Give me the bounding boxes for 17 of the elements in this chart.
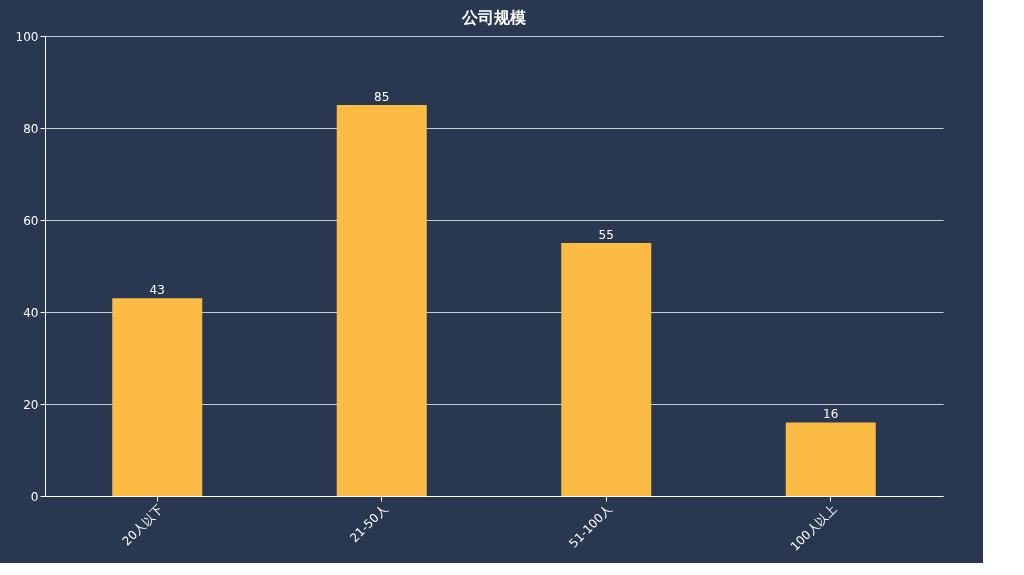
data-label: 16 xyxy=(823,407,839,422)
y-tick-label: 40 xyxy=(23,305,39,320)
bar xyxy=(112,298,203,496)
x-tick-label: 100人以上 xyxy=(787,502,840,554)
bar xyxy=(561,243,652,496)
y-tick-label: 100 xyxy=(15,29,39,44)
y-tick-label: 0 xyxy=(30,489,39,504)
x-tick-label: 20人以下 xyxy=(119,502,166,549)
data-label: 85 xyxy=(374,90,390,104)
bar xyxy=(785,422,876,496)
data-label: 43 xyxy=(149,283,165,298)
chart-title: 公司规模 xyxy=(461,8,526,27)
y-tick-label: 60 xyxy=(23,213,39,228)
data-label: 55 xyxy=(598,228,614,242)
y-tick-label: 20 xyxy=(23,397,39,412)
y-tick-label: 80 xyxy=(23,121,39,136)
bar xyxy=(336,105,427,496)
